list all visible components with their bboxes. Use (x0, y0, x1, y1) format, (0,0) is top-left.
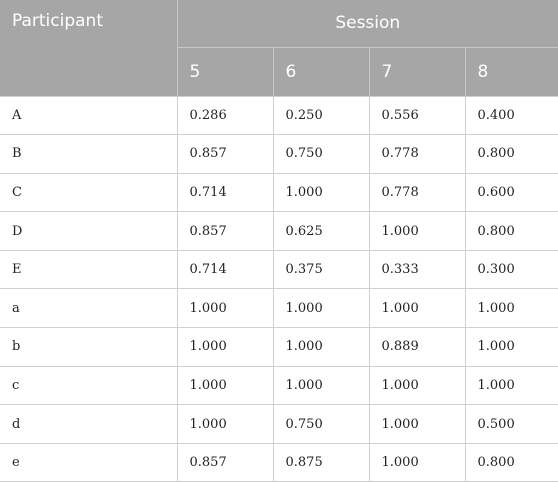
participant-cell: D (0, 211, 178, 251)
value-cell: 0.300 (465, 249, 558, 289)
value-cell: 0.857 (177, 211, 274, 251)
value-cell: 0.556 (369, 95, 466, 135)
participant-cell: E (0, 249, 178, 289)
value-cell: 1.000 (369, 442, 466, 482)
value-cell: 1.000 (369, 404, 466, 444)
value-cell: 0.875 (273, 442, 370, 482)
participant-cell: B (0, 134, 178, 174)
value-cell: 1.000 (177, 327, 274, 367)
value-cell: 1.000 (369, 288, 466, 328)
participant-cell: c (0, 365, 178, 405)
participant-header: Participant (0, 0, 178, 96)
value-cell: 0.714 (177, 249, 274, 289)
value-cell: 0.750 (273, 404, 370, 444)
value-cell: 0.250 (273, 95, 370, 135)
value-cell: 1.000 (177, 365, 274, 405)
table-row: D 0.857 0.625 1.000 0.800 (0, 211, 558, 251)
value-cell: 0.375 (273, 249, 370, 289)
participant-cell: d (0, 404, 178, 444)
participant-cell: a (0, 288, 178, 328)
value-cell: 0.889 (369, 327, 466, 367)
table-row: C 0.714 1.000 0.778 0.600 (0, 172, 558, 212)
session-column-header: 8 (464, 47, 558, 96)
table-row: d 1.000 0.750 1.000 0.500 (0, 404, 558, 444)
value-cell: 0.333 (369, 249, 466, 289)
value-cell: 0.800 (465, 442, 558, 482)
value-cell: 0.857 (177, 442, 274, 482)
value-cell: 0.750 (273, 134, 370, 174)
table-row: c 1.000 1.000 1.000 1.000 (0, 365, 558, 405)
value-cell: 0.400 (465, 95, 558, 135)
value-cell: 1.000 (273, 327, 370, 367)
value-cell: 0.286 (177, 95, 274, 135)
value-cell: 1.000 (465, 365, 558, 405)
table-row: A 0.286 0.250 0.556 0.400 (0, 95, 558, 135)
value-cell: 1.000 (273, 288, 370, 328)
value-cell: 1.000 (465, 327, 558, 367)
value-cell: 1.000 (369, 211, 466, 251)
session-column-header: 7 (368, 47, 465, 96)
table-header: Participant Session 5 6 7 8 (0, 0, 558, 96)
value-cell: 1.000 (465, 288, 558, 328)
session-header: Session (177, 0, 558, 48)
value-cell: 1.000 (273, 172, 370, 212)
value-cell: 1.000 (177, 288, 274, 328)
session-column-header: 6 (272, 47, 369, 96)
table-row: B 0.857 0.750 0.778 0.800 (0, 134, 558, 174)
value-cell: 0.857 (177, 134, 274, 174)
participant-cell: b (0, 327, 178, 367)
table-body: A 0.286 0.250 0.556 0.400 B 0.857 0.750 … (0, 95, 558, 482)
table-row: a 1.000 1.000 1.000 1.000 (0, 288, 558, 328)
value-cell: 1.000 (369, 365, 466, 405)
value-cell: 0.800 (465, 134, 558, 174)
value-cell: 0.778 (369, 134, 466, 174)
value-cell: 1.000 (273, 365, 370, 405)
value-cell: 0.714 (177, 172, 274, 212)
participant-cell: e (0, 442, 178, 482)
value-cell: 0.778 (369, 172, 466, 212)
session-column-header: 5 (177, 47, 273, 96)
table-row: b 1.000 1.000 0.889 1.000 (0, 327, 558, 367)
value-cell: 0.500 (465, 404, 558, 444)
participant-cell: C (0, 172, 178, 212)
value-cell: 0.600 (465, 172, 558, 212)
table-row: E 0.714 0.375 0.333 0.300 (0, 249, 558, 289)
value-cell: 0.800 (465, 211, 558, 251)
value-cell: 1.000 (177, 404, 274, 444)
participant-cell: A (0, 95, 178, 135)
table-row: e 0.857 0.875 1.000 0.800 (0, 442, 558, 482)
value-cell: 0.625 (273, 211, 370, 251)
